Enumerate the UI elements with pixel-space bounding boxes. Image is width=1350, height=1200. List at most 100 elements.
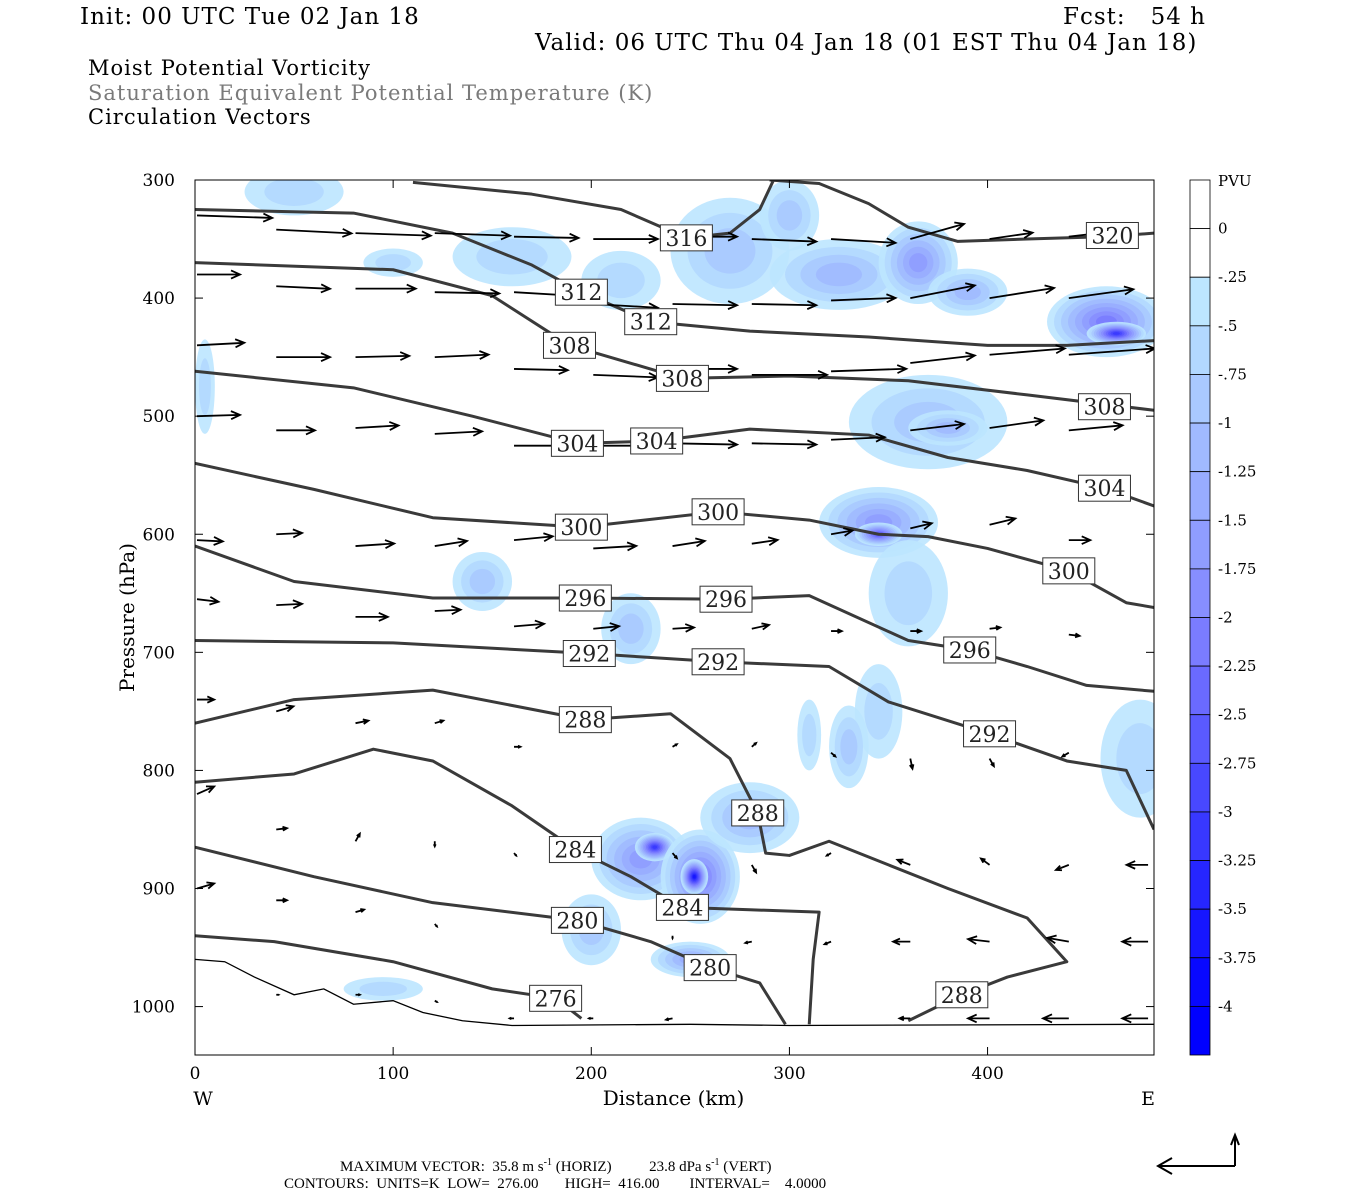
contour-label-box — [691, 648, 745, 676]
circulation-vector — [831, 628, 844, 634]
horiz-tag: (HORIZ) — [555, 1159, 612, 1175]
circulation-vector — [196, 785, 217, 795]
contour-label: 296 — [564, 587, 606, 612]
circulation-vector — [831, 432, 888, 443]
contour-label: 292 — [969, 723, 1011, 748]
plot-layer: 316 320 312 312 308 308 308 304 304 304 300 300 300 2… — [195, 180, 1154, 1027]
y-axis-title: Pressure (hPa) — [115, 543, 139, 692]
circulation-vector — [513, 619, 547, 630]
circulation-vector — [989, 344, 1068, 356]
circulation-vector — [507, 1016, 515, 1020]
x-tick-label: 300 — [773, 1064, 805, 1084]
colorbar-swatch — [1189, 325, 1211, 375]
contour-label: 292 — [568, 643, 610, 668]
y-tick-label: 400 — [143, 289, 175, 309]
circulation-vector — [910, 351, 978, 364]
circulation-vector — [1068, 535, 1093, 545]
circulation-vector — [196, 410, 243, 421]
circulation-vector — [895, 858, 911, 866]
circulation-vector — [276, 352, 333, 362]
max-vector-label: MAXIMUM VECTOR: — [340, 1159, 485, 1175]
circulation-vector — [1060, 751, 1070, 758]
colorbar-swatch — [1189, 617, 1211, 667]
circulation-vector — [434, 923, 439, 929]
colorbar-level-label: -1.5 — [1218, 511, 1247, 529]
circulation-vector — [1053, 864, 1070, 872]
circulation-vector — [910, 628, 924, 634]
circulation-vector — [434, 537, 470, 548]
circulation-vector — [890, 937, 911, 946]
circulation-vector — [672, 623, 697, 633]
colorbar-swatch — [1189, 1005, 1211, 1056]
pv-shading — [1116, 723, 1154, 795]
circulation-vector — [355, 421, 401, 431]
circulation-vector — [751, 622, 772, 631]
circulation-vector — [751, 439, 819, 450]
circulation-vector — [663, 1017, 673, 1022]
circulation-vector — [593, 372, 660, 382]
contour-label-box — [558, 706, 612, 734]
pv-shading — [704, 228, 756, 274]
contour-label: 280 — [556, 909, 598, 934]
colorbar-level-label: -2 — [1218, 609, 1233, 627]
colorbar-level-label: -4 — [1218, 997, 1233, 1015]
circulation-vector — [672, 537, 707, 548]
contour-label-box — [1085, 221, 1139, 249]
pv-shading — [776, 200, 803, 231]
contour-label: 304 — [556, 432, 598, 457]
contour-label-box — [548, 836, 602, 864]
circulation-vector — [196, 881, 217, 890]
circulation-vector — [743, 940, 752, 945]
circulation-vector — [1045, 934, 1069, 944]
circulation-vector — [751, 741, 758, 748]
circulation-vector — [514, 744, 523, 749]
circulation-vector — [1068, 344, 1154, 356]
circulation-vector — [965, 935, 990, 945]
contour-label-box — [1077, 474, 1131, 502]
circulation-vector — [831, 293, 898, 304]
colorbar-swatch — [1189, 811, 1211, 861]
circulation-vector — [355, 230, 433, 241]
circulation-vector — [751, 369, 830, 380]
circulation-vector — [1120, 1013, 1149, 1024]
colorbar-swatch — [1189, 471, 1211, 521]
circulation-vector — [434, 999, 439, 1004]
circulation-vector — [434, 605, 463, 616]
circulation-vector — [276, 599, 305, 610]
colorbar-level-label: -1 — [1218, 414, 1233, 432]
colorbar-swatch — [1189, 860, 1211, 910]
plot-frame — [194, 179, 1155, 1056]
contour-label: 284 — [554, 839, 596, 864]
circulation-vector — [910, 282, 977, 299]
x-tick-label: 200 — [575, 1064, 607, 1084]
contour-label: 312 — [560, 281, 602, 306]
contour-label-box — [659, 224, 713, 252]
colorbar-level-label: -1.75 — [1218, 560, 1256, 578]
circulation-vector — [1068, 285, 1136, 299]
contour-label: 300 — [697, 501, 739, 526]
pv-shading — [375, 254, 411, 272]
field-title-theta-es: Saturation Equivalent Potential Temperat… — [88, 81, 654, 105]
colorbar-level-label: -2.25 — [1218, 657, 1256, 675]
circulation-vector — [672, 439, 740, 450]
circulation-vector — [434, 288, 502, 299]
colorbar-level-label: -3.75 — [1218, 949, 1256, 967]
init-time: Init: 00 UTC Tue 02 Jan 18 — [80, 4, 420, 30]
circulation-vector — [514, 232, 581, 243]
circulation-vector — [671, 852, 679, 860]
x-axis-title: Distance (km) — [603, 1086, 745, 1110]
colorbar-level-label: 0 — [1218, 220, 1228, 238]
x-tick-label: 100 — [377, 1064, 409, 1084]
pv-shading — [840, 729, 858, 765]
contour-label: 320 — [1091, 224, 1133, 249]
contour-label-box — [655, 364, 709, 392]
colorbar-swatch — [1189, 179, 1211, 230]
circulation-vector — [822, 940, 832, 946]
contour-label-box — [691, 498, 745, 526]
valid-time: Valid: 06 UTC Thu 04 Jan 18 (01 EST Thu … — [535, 30, 1198, 56]
circulation-vector — [1124, 860, 1149, 870]
colorbar-swatch — [1189, 276, 1211, 327]
circulation-vector — [434, 350, 491, 360]
y-tick-label: 600 — [143, 525, 175, 545]
circulation-vector — [830, 237, 898, 248]
